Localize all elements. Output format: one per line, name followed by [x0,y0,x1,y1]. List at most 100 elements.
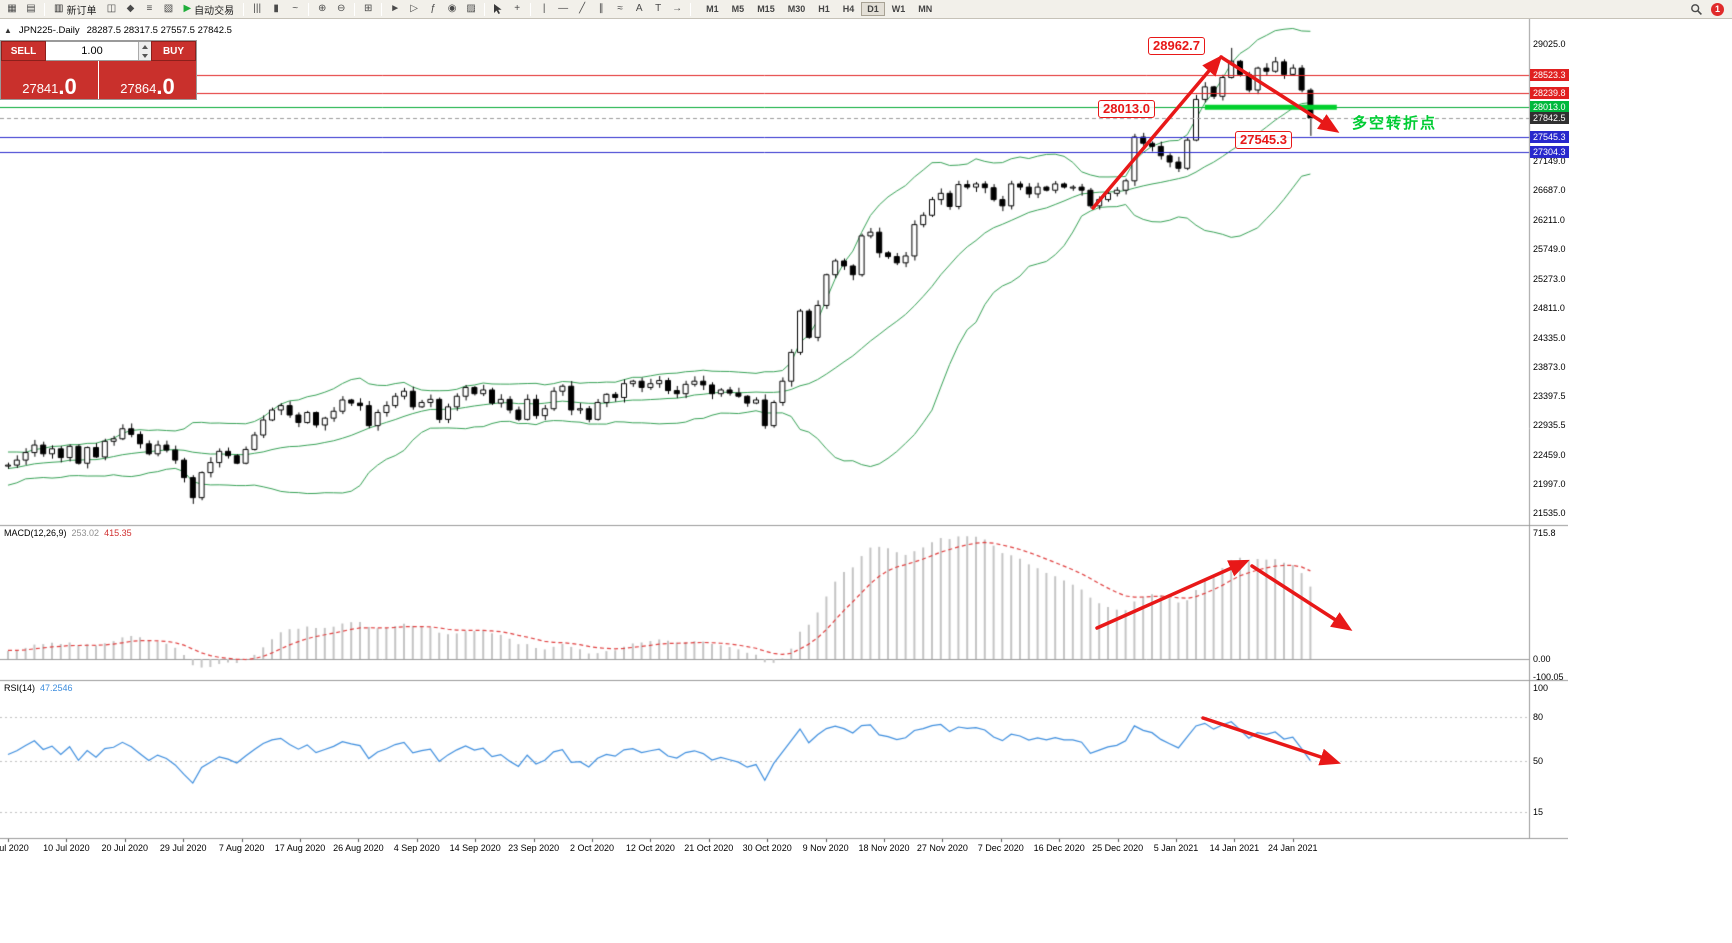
toolbar-separator [530,2,532,16]
price-chart-canvas[interactable] [0,19,1568,855]
sell-price-display[interactable]: 27841 .0 [1,61,99,99]
chart-cascade-icon-glyph: ◫ [106,3,117,14]
ohlc-bars-type-icon-glyph: ||| [253,3,262,14]
date-axis-label: 29 Jul 2020 [159,843,207,853]
date-axis-label: 30 Oct 2020 [742,843,792,853]
toolbar-separator [381,2,383,16]
search-icon[interactable] [1687,1,1705,17]
text-label-icon[interactable]: T [649,1,667,17]
autotrading-button[interactable]: ▶ 自动交易 [178,1,239,17]
date-axis-label: 26 Aug 2020 [333,843,384,853]
toolbar-separator [44,2,45,16]
date-axis-label: 24 Jan 2021 [1268,843,1318,853]
volume-down-button[interactable] [139,51,151,60]
line-chart-type-icon[interactable]: ~ [286,1,304,17]
sell-button[interactable]: SELL [1,41,46,61]
horizontal-line-icon[interactable]: — [554,1,572,17]
macd-indicator-label: MACD(12,26,9) 253.02 415.35 [4,528,132,538]
date-axis-label: 9 Nov 2020 [802,843,849,853]
macd-name: MACD(12,26,9) [4,528,67,538]
equidistant-channel-icon[interactable]: ∥ [592,1,610,17]
rsi-value: 47.2546 [40,683,73,693]
candlestick-type-icon[interactable]: ▮ [267,1,285,17]
auto-scroll-icon[interactable]: ► [386,1,404,17]
sell-price-pips: .0 [58,74,77,99]
triangle-down-icon [142,53,148,58]
new-order-button[interactable]: ▥ 新订单 [49,1,101,17]
toolbar-separator [484,2,486,16]
trendline-icon[interactable]: ╱ [573,1,591,17]
timeframe-h4-button[interactable]: H4 [842,4,855,14]
price-axis-label: 21997.0 [1533,479,1566,489]
horizontal-line-icon-glyph: — [558,3,569,14]
rsi-indicator-label: RSI(14) 47.2546 [4,683,73,693]
vertical-line-icon-glyph: | [542,3,546,14]
timeframe-group: M1 M5 M15 M30 H1 H4 D1 W1 MN [700,2,938,16]
market-watch-icon[interactable]: ≡ [140,1,158,17]
date-axis[interactable]: 2 Jul 2020 10 Jul 2020 20 Jul 2020 29 Jul 2… [0,838,1568,855]
navigator-icon[interactable]: ▧ [159,1,177,17]
auto-scroll-icon-glyph: ► [390,3,401,14]
chart-cascade-icon[interactable]: ◫ [102,1,120,17]
one-click-trading-panel: SELL BUY 27841 .0 27864 .0 [0,40,197,100]
price-axis-label: 26687.0 [1533,185,1566,195]
autotrading-glyph: ▶ [183,3,192,14]
volume-input[interactable] [46,42,138,60]
volume-up-button[interactable] [139,42,151,51]
macd-uptrend-arrow[interactable] [1095,559,1250,630]
ohlc-bars-type-icon[interactable]: ||| [248,1,266,17]
triangle-up-icon [142,44,148,49]
price-axis-label: 25273.0 [1533,274,1566,284]
price-uptrend-arrow[interactable] [1091,54,1223,210]
text-icon[interactable]: A [630,1,648,17]
pullback-low-annotation[interactable]: 27545.3 [1235,131,1292,149]
profiles-icon-glyph: ▤ [26,3,36,14]
fibonacci-icon[interactable]: ≈ [611,1,629,17]
toolbar-separator [354,2,356,16]
zoom-out-icon[interactable]: ⊖ [332,1,350,17]
timeframe-m1-button[interactable]: M1 [706,4,719,14]
new-chart-icon[interactable]: ▦ [3,1,21,17]
price-axis-label: 26211.0 [1533,215,1565,225]
vertical-line-icon[interactable]: | [535,1,553,17]
timeframe-m5-button[interactable]: M5 [731,4,745,14]
tile-windows-icon[interactable]: ⊞ [359,1,377,17]
rsi-axis-label: 50 [1533,756,1544,766]
zoom-in-icon[interactable]: ⊕ [313,1,331,17]
macd-axis-label: 0.00 [1533,654,1551,664]
timeframe-m30-button[interactable]: M30 [787,4,806,14]
crosshair-icon[interactable]: + [508,1,526,17]
macd-downtrend-arrow[interactable] [1250,564,1353,631]
indicators-list-icon[interactable]: ƒ [424,1,442,17]
breakout-price-annotation[interactable]: 28013.0 [1098,100,1155,118]
arrows-tool-icon[interactable]: → [668,1,686,17]
timeframe-m15-button[interactable]: M15 [757,4,775,14]
market-watch-icon-glyph: ≡ [146,3,153,14]
metaeditor-icon[interactable]: ◆ [121,1,139,17]
timeframe-w1-button[interactable]: W1 [891,4,906,14]
peak-price-annotation[interactable]: 28962.7 [1148,37,1205,55]
new-chart-icon-glyph: ▦ [7,3,17,14]
volume-stepper [138,42,151,60]
collapse-trade-panel-icon[interactable]: ▲ [4,26,12,35]
arrows-tool-icon-glyph: → [672,3,683,14]
periods-menu-icon-glyph: ◉ [447,3,457,14]
timeframe-h1-button[interactable]: H1 [818,4,830,14]
notification-badge[interactable]: 1 [1711,2,1724,16]
periods-menu-icon[interactable]: ◉ [443,1,461,17]
date-axis-label: 14 Jan 2021 [1209,843,1260,853]
timeframe-mn-button[interactable]: MN [918,4,933,14]
turning-point-annotation[interactable]: 多空转折点 [1352,115,1438,132]
timeframe-d1-button[interactable]: D1 [861,2,885,16]
buy-button[interactable]: BUY [151,41,196,61]
macd-axis-label: -100.05 [1533,672,1564,682]
date-axis-label: 7 Dec 2020 [977,843,1024,853]
buy-price-display[interactable]: 27864 .0 [99,61,196,99]
price-downtrend-arrow[interactable] [1219,55,1340,133]
profiles-icon[interactable]: ▤ [22,1,40,17]
cursor-icon[interactable] [489,1,507,17]
templates-icon[interactable]: ▨ [462,1,480,17]
price-axis[interactable]: 29025.0 27149.0 26687.0 26211.0 25749.0 25273… [1530,19,1570,855]
chart-shift-icon[interactable]: ▷ [405,1,423,17]
rsi-downtrend-arrow[interactable] [1201,716,1341,766]
